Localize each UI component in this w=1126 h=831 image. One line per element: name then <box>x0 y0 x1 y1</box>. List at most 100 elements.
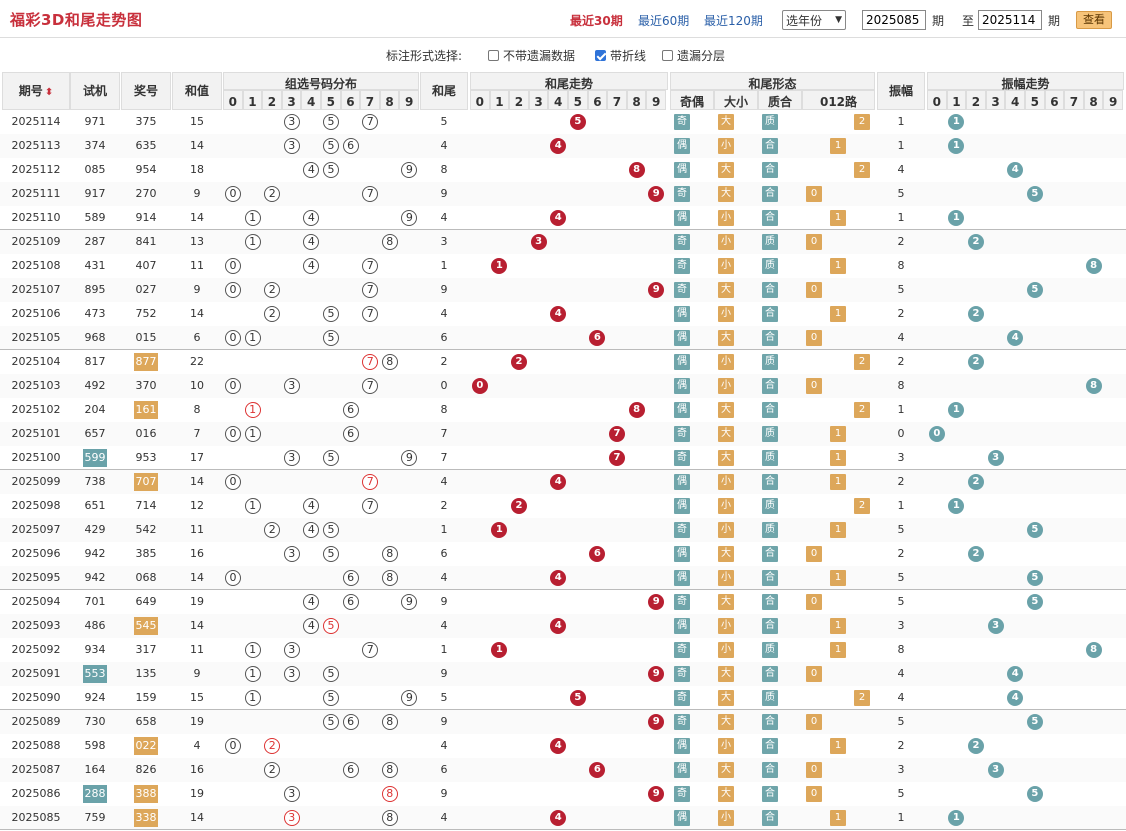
link-recent-30[interactable]: 最近30期 <box>570 14 623 28</box>
prime-comp-tag: 合 <box>762 210 778 226</box>
tail-cell: 8 <box>440 403 448 416</box>
digit-header-atr-7: 7 <box>1064 90 1084 110</box>
amp-cell: 5 <box>897 283 905 296</box>
checkbox-no-miss[interactable] <box>488 50 499 61</box>
group-digit-circle: 0 <box>225 570 241 586</box>
tail-cell: 7 <box>440 427 448 440</box>
amp-cell: 4 <box>897 667 905 680</box>
prize-number-cell: 714 <box>135 499 157 512</box>
amp-cell: 1 <box>897 211 905 224</box>
amp-trend-ball: 5 <box>1026 186 1043 202</box>
period-cell: 2025101 <box>11 427 61 440</box>
prize-number-cell: 338 <box>134 809 158 827</box>
option-no-miss[interactable]: 不带遗漏数据 <box>488 47 575 64</box>
amp-cell: 3 <box>897 763 905 776</box>
group-digit-circle: 7 <box>362 498 379 514</box>
route-tag: 0 <box>806 186 822 202</box>
tail-trend-ball: 7 <box>609 426 625 442</box>
test-number-cell: 374 <box>84 139 106 152</box>
test-number-cell: 589 <box>84 211 106 224</box>
checkbox-polyline[interactable] <box>595 50 606 61</box>
prize-number-cell: 826 <box>135 763 157 776</box>
sort-icon[interactable]: ⬍ <box>44 87 54 98</box>
option-polyline[interactable]: 带折线 <box>595 47 646 64</box>
group-digit-circle: 4 <box>303 210 320 226</box>
group-digit-circle: 6 <box>342 714 359 730</box>
route-tag: 0 <box>806 714 822 730</box>
amp-cell: 5 <box>897 715 905 728</box>
test-number-cell: 971 <box>84 115 106 128</box>
amp-cell: 4 <box>897 163 905 176</box>
amp-trend-ball: 1 <box>948 498 965 514</box>
tail-cell: 9 <box>440 667 448 680</box>
digit-header-atr-0: 0 <box>927 90 947 110</box>
amp-trend-ball: 5 <box>1026 594 1043 610</box>
digit-header-dist-7: 7 <box>360 90 380 110</box>
tail-cell: 4 <box>440 811 448 824</box>
col-header-period: 期号 ⬍ <box>2 72 70 110</box>
amp-cell: 1 <box>897 499 905 512</box>
table-row <box>0 638 1126 662</box>
amp-trend-ball: 5 <box>1026 786 1043 802</box>
prize-number-cell: 015 <box>135 331 157 344</box>
amp-cell: 1 <box>897 139 905 152</box>
route-tag: 2 <box>854 690 870 706</box>
big-small-tag: 大 <box>718 690 734 706</box>
prime-comp-tag: 合 <box>762 186 778 202</box>
prime-comp-tag: 合 <box>762 810 778 826</box>
table-row <box>0 254 1126 278</box>
route-tag: 0 <box>806 282 822 298</box>
tail-cell: 4 <box>440 139 448 152</box>
from-period-input[interactable] <box>862 10 926 30</box>
group-digit-circle: 1 <box>244 330 261 346</box>
prize-number-cell: 752 <box>135 307 157 320</box>
digit-header-dist-5: 5 <box>321 90 341 110</box>
odd-even-tag: 偶 <box>674 498 690 514</box>
options-label: 标注形式选择: <box>386 49 463 63</box>
link-recent-120[interactable]: 最近120期 <box>704 14 763 28</box>
group-digit-circle: 5 <box>323 306 339 322</box>
period-cell: 2025098 <box>11 499 61 512</box>
prime-comp-tag: 合 <box>762 714 778 730</box>
tail-trend-ball: 6 <box>589 762 606 778</box>
group-digit-circle: 3 <box>283 642 300 658</box>
period-cell: 2025109 <box>11 235 61 248</box>
amp-trend-ball: 4 <box>1007 690 1024 706</box>
prime-comp-tag: 合 <box>762 570 778 586</box>
group-digit-circle: 6 <box>342 762 359 778</box>
link-recent-60[interactable]: 最近60期 <box>638 14 690 28</box>
prime-comp-tag: 质 <box>762 642 778 658</box>
route-tag: 1 <box>830 642 846 658</box>
big-small-tag: 大 <box>718 186 734 202</box>
big-small-tag: 小 <box>718 570 734 586</box>
period-cell: 2025085 <box>11 811 61 824</box>
period-cell: 2025091 <box>11 667 61 680</box>
tail-trend-ball: 7 <box>609 450 625 466</box>
option-layered[interactable]: 遗漏分层 <box>662 47 725 64</box>
group-digit-circle: 0 <box>225 426 241 442</box>
checkbox-layered[interactable] <box>662 50 673 61</box>
digit-header-trend-5: 5 <box>568 90 588 110</box>
year-select[interactable]: 选年份 ▼ <box>782 10 846 30</box>
period-cell: 2025090 <box>11 691 61 704</box>
period-cell: 2025112 <box>11 163 61 176</box>
amp-cell: 5 <box>897 595 905 608</box>
to-period-input[interactable] <box>978 10 1042 30</box>
odd-even-tag: 奇 <box>674 714 690 730</box>
route-tag: 1 <box>830 210 846 226</box>
test-number-cell: 486 <box>84 619 106 632</box>
group-digit-circle: 5 <box>323 162 339 178</box>
table-row <box>0 182 1126 206</box>
amp-cell: 2 <box>897 355 905 368</box>
group-digit-circle: 1 <box>244 234 261 250</box>
group-digit-circle: 7 <box>362 282 379 298</box>
amp-cell: 2 <box>897 235 905 248</box>
prime-comp-tag: 合 <box>762 330 778 346</box>
odd-even-tag: 奇 <box>674 114 690 130</box>
odd-even-tag: 奇 <box>674 786 690 802</box>
tail-cell: 6 <box>440 331 448 344</box>
group-digit-circle: 4 <box>303 234 320 250</box>
query-button[interactable]: 查看 <box>1076 11 1112 29</box>
digit-header-trend-4: 4 <box>548 90 568 110</box>
group-digit-circle: 8 <box>381 810 398 826</box>
